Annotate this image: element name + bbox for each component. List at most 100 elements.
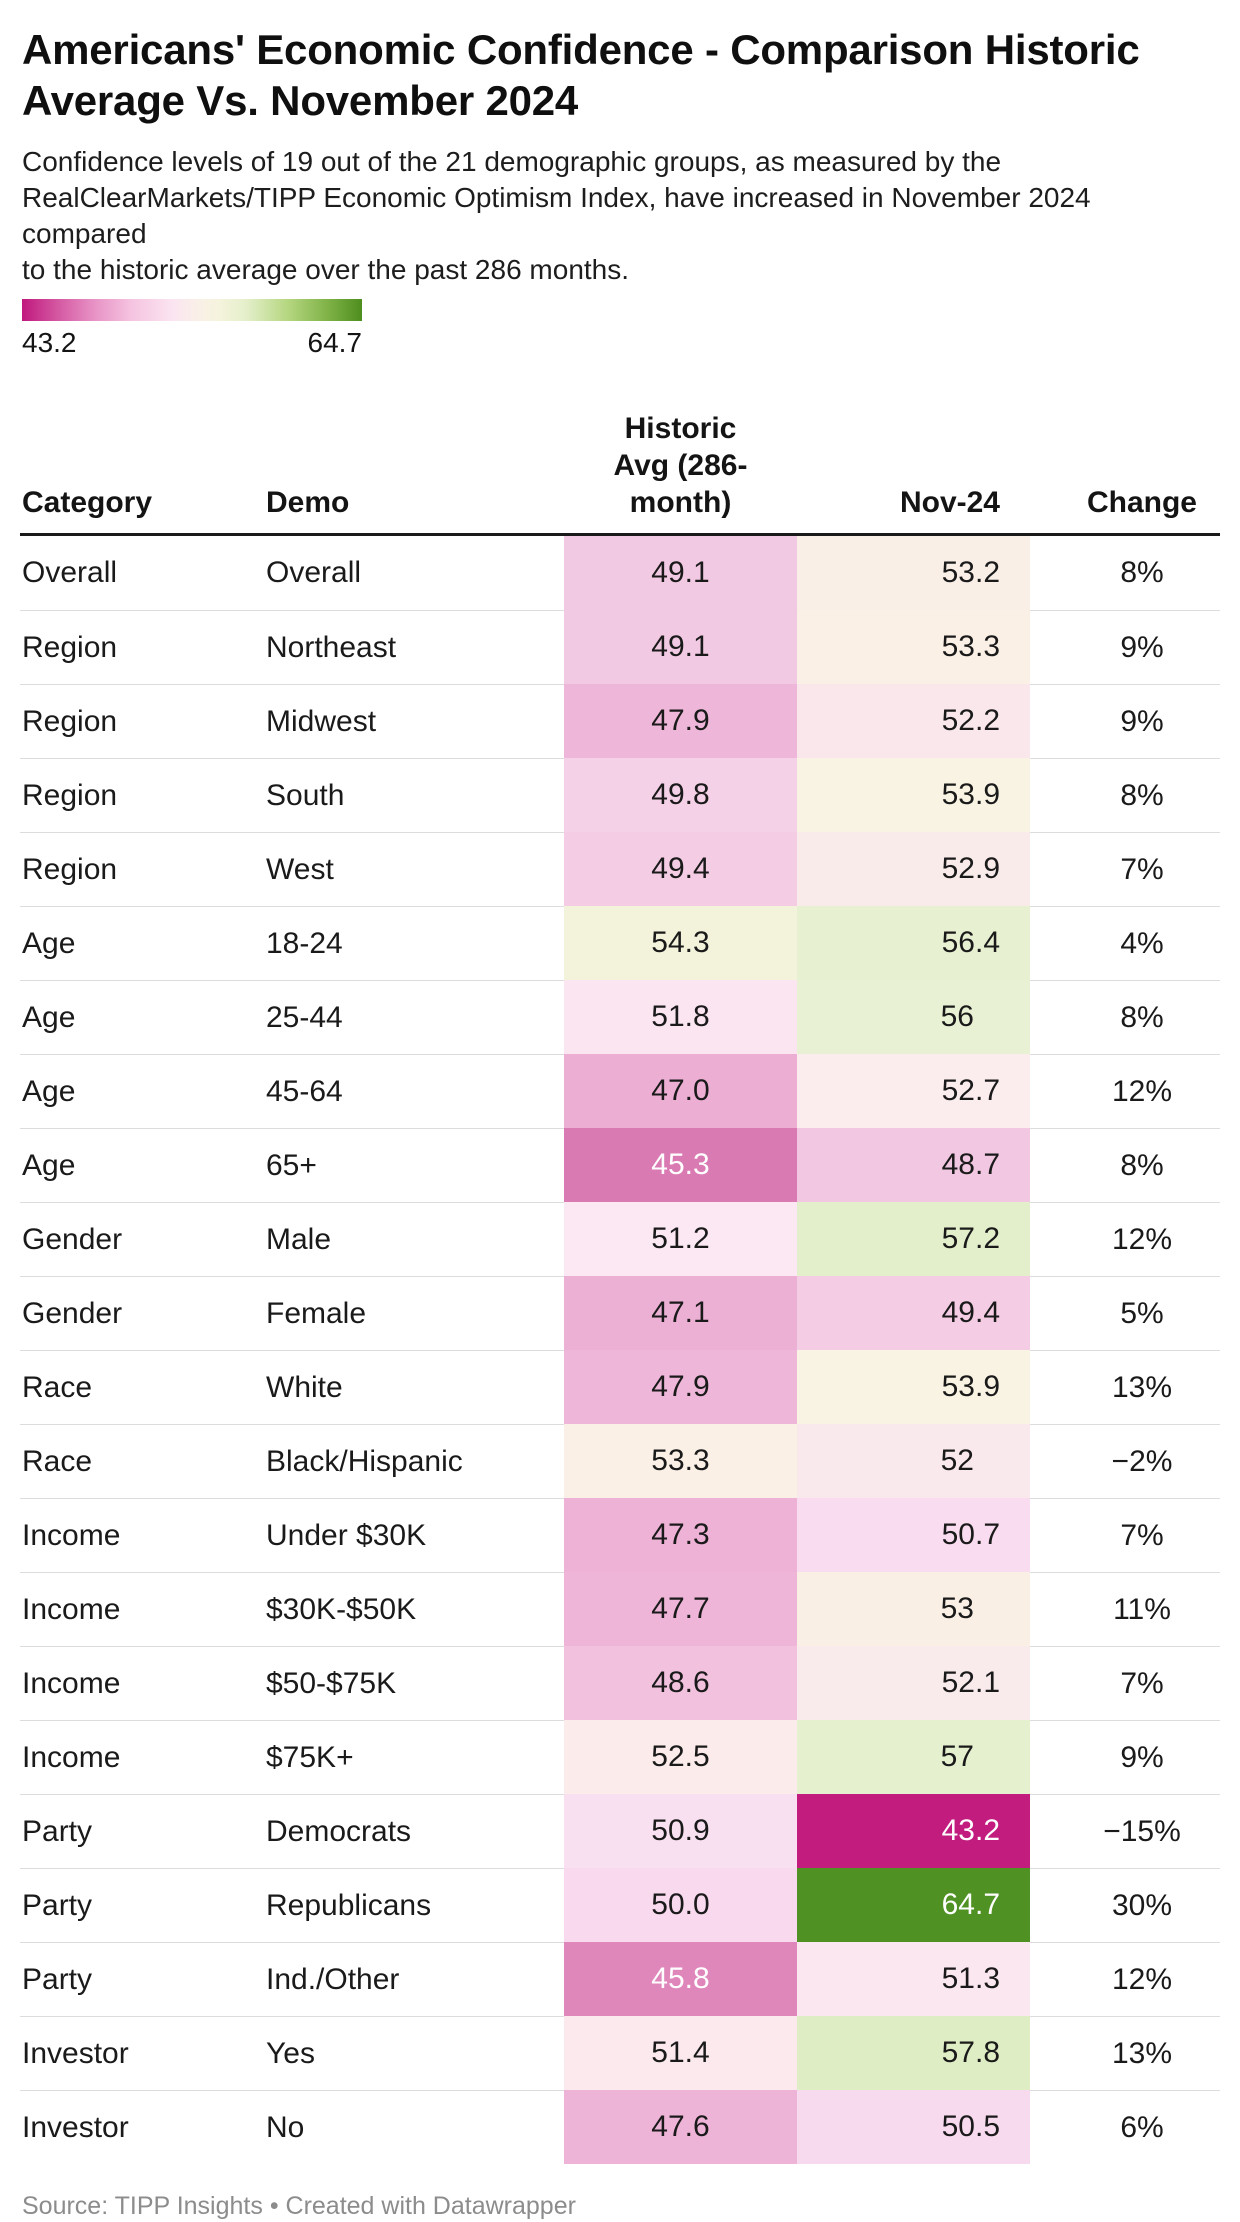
table-row: Investor Yes 51.4 57.8 13% bbox=[20, 2016, 1220, 2090]
demo-cell: 25-44 bbox=[266, 980, 564, 1054]
change-cell: 4% bbox=[1030, 906, 1220, 980]
demo-cell: Ind./Other bbox=[266, 1942, 564, 2016]
demo-cell: Female bbox=[266, 1276, 564, 1350]
change-cell: 9% bbox=[1030, 610, 1220, 684]
historic-avg-cell: 52.5 bbox=[564, 1720, 797, 1794]
nov-24-cell: 52.1 bbox=[797, 1646, 1030, 1720]
demo-cell: Yes bbox=[266, 2016, 564, 2090]
nov-24-cell: 53.9 bbox=[797, 758, 1030, 832]
table-body: Overall Overall 49.1 53.2 8% Region Nort… bbox=[20, 536, 1220, 2164]
change-cell: 13% bbox=[1030, 1350, 1220, 1424]
category-cell: Race bbox=[22, 1350, 266, 1424]
nov-24-cell: 64.7 bbox=[797, 1868, 1030, 1942]
nov-24-cell: 53.2 bbox=[797, 536, 1030, 610]
historic-avg-cell: 51.2 bbox=[564, 1202, 797, 1276]
demo-cell: $30K-$50K bbox=[266, 1572, 564, 1646]
category-cell: Region bbox=[22, 610, 266, 684]
change-cell: −15% bbox=[1030, 1794, 1220, 1868]
demo-cell: $50-$75K bbox=[266, 1646, 564, 1720]
category-cell: Party bbox=[22, 1794, 266, 1868]
table-row: Income $75K+ 52.5 57 9% bbox=[20, 1720, 1220, 1794]
table-row: Region Northeast 49.1 53.3 9% bbox=[20, 610, 1220, 684]
table-row: Race White 47.9 53.9 13% bbox=[20, 1350, 1220, 1424]
demo-cell: No bbox=[266, 2090, 564, 2164]
demo-cell: 45-64 bbox=[266, 1054, 564, 1128]
historic-avg-cell: 47.1 bbox=[564, 1276, 797, 1350]
table-row: Region Midwest 47.9 52.2 9% bbox=[20, 684, 1220, 758]
nov-24-cell: 51.3 bbox=[797, 1942, 1030, 2016]
category-cell: Region bbox=[22, 832, 266, 906]
category-cell: Race bbox=[22, 1424, 266, 1498]
change-cell: 7% bbox=[1030, 832, 1220, 906]
data-table: Category Demo Historic Avg (286- month) … bbox=[20, 410, 1220, 2164]
nov-24-cell: 52.7 bbox=[797, 1054, 1030, 1128]
change-cell: 13% bbox=[1030, 2016, 1220, 2090]
historic-avg-cell: 47.6 bbox=[564, 2090, 797, 2164]
category-cell: Income bbox=[22, 1646, 266, 1720]
category-cell: Income bbox=[22, 1498, 266, 1572]
demo-cell: Northeast bbox=[266, 610, 564, 684]
table-row: Party Republicans 50.0 64.7 30% bbox=[20, 1868, 1220, 1942]
table-row: Income $50-$75K 48.6 52.1 7% bbox=[20, 1646, 1220, 1720]
category-cell: Age bbox=[22, 906, 266, 980]
nov-24-cell: 49.4 bbox=[797, 1276, 1030, 1350]
change-cell: 8% bbox=[1030, 980, 1220, 1054]
category-cell: Income bbox=[22, 1720, 266, 1794]
historic-avg-cell: 50.9 bbox=[564, 1794, 797, 1868]
column-header-nov-24: Nov-24 bbox=[899, 486, 1000, 519]
table-row: Age 18-24 54.3 56.4 4% bbox=[20, 906, 1220, 980]
change-cell: 9% bbox=[1030, 1720, 1220, 1794]
table-row: Gender Female 47.1 49.4 5% bbox=[20, 1276, 1220, 1350]
demo-cell: Midwest bbox=[266, 684, 564, 758]
demo-cell: Republicans bbox=[266, 1868, 564, 1942]
nov-24-cell: 50.5 bbox=[797, 2090, 1030, 2164]
column-header-change: Change bbox=[1086, 486, 1197, 519]
historic-avg-cell: 54.3 bbox=[564, 906, 797, 980]
historic-avg-cell: 47.9 bbox=[564, 1350, 797, 1424]
page-subtitle: Confidence levels of 19 out of the 21 de… bbox=[22, 146, 1091, 285]
historic-avg-cell: 51.8 bbox=[564, 980, 797, 1054]
category-cell: Investor bbox=[22, 2090, 266, 2164]
category-cell: Region bbox=[22, 684, 266, 758]
source-footer: Source: TIPP Insights • Created with Dat… bbox=[22, 2192, 576, 2220]
nov-24-cell: 52.9 bbox=[797, 832, 1030, 906]
table-row: Age 25-44 51.8 56 8% bbox=[20, 980, 1220, 1054]
historic-avg-cell: 47.3 bbox=[564, 1498, 797, 1572]
legend-max-label: 64.7 bbox=[307, 327, 363, 358]
nov-24-cell: 57.2 bbox=[797, 1202, 1030, 1276]
category-cell: Age bbox=[22, 1054, 266, 1128]
historic-avg-cell: 47.7 bbox=[564, 1572, 797, 1646]
table-row: Gender Male 51.2 57.2 12% bbox=[20, 1202, 1220, 1276]
change-cell: 8% bbox=[1120, 556, 1164, 589]
change-cell: 30% bbox=[1030, 1868, 1220, 1942]
demo-cell: 18-24 bbox=[266, 906, 564, 980]
nov-24-cell: 52.2 bbox=[797, 684, 1030, 758]
historic-avg-cell: 47.0 bbox=[564, 1054, 797, 1128]
change-cell: 7% bbox=[1030, 1498, 1220, 1572]
historic-avg-cell: 49.1 bbox=[564, 610, 797, 684]
historic-avg-cell: 49.1 bbox=[564, 536, 797, 610]
legend-min-label: 43.2 bbox=[22, 327, 77, 358]
table-row: Race Black/Hispanic 53.3 52 −2% bbox=[20, 1424, 1220, 1498]
table-row: Overall Overall 49.1 53.2 8% bbox=[20, 536, 1220, 610]
historic-avg-cell: 45.3 bbox=[564, 1128, 797, 1202]
demo-cell: Democrats bbox=[266, 1794, 564, 1868]
table-row: Party Ind./Other 45.8 51.3 12% bbox=[20, 1942, 1220, 2016]
change-cell: 6% bbox=[1030, 2090, 1220, 2164]
nov-24-cell: 52 bbox=[797, 1424, 1030, 1498]
category-cell: Party bbox=[22, 1868, 266, 1942]
table-row: Region South 49.8 53.9 8% bbox=[20, 758, 1220, 832]
change-cell: 5% bbox=[1030, 1276, 1220, 1350]
historic-avg-cell: 45.8 bbox=[564, 1942, 797, 2016]
change-cell: 7% bbox=[1030, 1646, 1220, 1720]
change-cell: 8% bbox=[1030, 758, 1220, 832]
change-cell: 8% bbox=[1030, 1128, 1220, 1202]
historic-avg-cell: 48.6 bbox=[564, 1646, 797, 1720]
nov-24-cell: 48.7 bbox=[797, 1128, 1030, 1202]
historic-avg-cell: 47.9 bbox=[564, 684, 797, 758]
nov-24-cell: 57 bbox=[797, 1720, 1030, 1794]
historic-avg-cell: 49.4 bbox=[564, 832, 797, 906]
change-cell: −2% bbox=[1030, 1424, 1220, 1498]
change-cell: 12% bbox=[1030, 1202, 1220, 1276]
table-row: Age 45-64 47.0 52.7 12% bbox=[20, 1054, 1220, 1128]
